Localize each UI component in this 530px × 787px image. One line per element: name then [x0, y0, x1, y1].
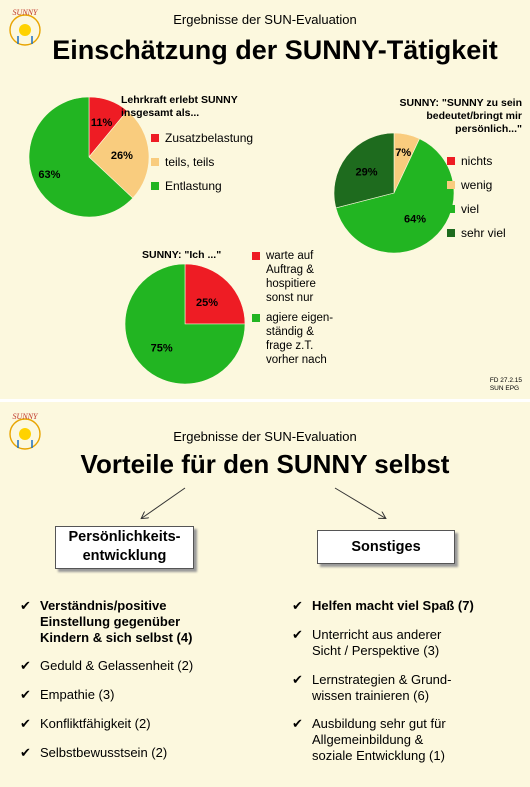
slide-vorteile: SUNNY Ergebnisse der SUN-Evaluation Vort…	[0, 402, 530, 787]
check-icon: ✔	[292, 672, 303, 687]
list-item-text: wissen trainieren (6)	[312, 688, 430, 703]
logo-text: SUNNY	[13, 8, 39, 17]
check-icon: ✔	[292, 598, 303, 613]
list-item-text: Sicht / Perspektive (3)	[312, 643, 440, 658]
legend-item: warte auf Auftrag & hospitiere sonst nur	[252, 249, 333, 305]
logo-text: SUNNY	[13, 412, 39, 421]
sunny-logo: SUNNY	[9, 8, 41, 46]
legend-item: wenig	[447, 178, 506, 193]
slide2-title: Vorteile für den SUNNY selbst	[80, 449, 450, 479]
pie-slice-label: 25%	[196, 297, 218, 309]
legend-item: teils, teils	[151, 155, 253, 170]
chart1-title: Lehrkraft erlebt SUNNY insgesamt als...	[121, 94, 238, 119]
check-icon: ✔	[20, 716, 31, 731]
check-icon: ✔	[292, 627, 303, 642]
list-item: ✔ Empathie (3)	[20, 687, 260, 703]
legend-item: nichts	[447, 154, 506, 169]
pie-charts: 11% 26% 63% 7% 64% 29% 25% 75%	[28, 96, 455, 385]
legend-item: sehr viel	[447, 226, 506, 241]
chart2-title: SUNNY: "SUNNY zu sein bedeutet/bringt mi…	[399, 97, 522, 135]
legend-item: Entlastung	[151, 179, 253, 194]
list-item-text: Einstellung gegenüber	[40, 614, 181, 629]
slide2-subtitle: Ergebnisse der SUN-Evaluation	[173, 429, 357, 444]
pie-slice-label: 64%	[404, 213, 426, 225]
check-icon: ✔	[292, 716, 303, 731]
pie-slice	[124, 263, 246, 385]
legend-swatch	[447, 205, 455, 213]
legend-item: agiere eigen-ständig & frage z.T. vorher n…	[252, 311, 333, 367]
list-item-text: soziale Entwicklung (1)	[312, 748, 445, 763]
legend-swatch	[447, 229, 455, 237]
slide1-title: Einschätzung der SUNNY-Tätigkeit	[52, 35, 498, 65]
list-item-text: Allgemeinbildung &	[312, 732, 424, 747]
pie-chart-persoenlich: 7% 64% 29%	[333, 132, 455, 254]
chart3-title: SUNNY: "Ich ..."	[142, 249, 222, 261]
pie-slice-label: 26%	[111, 150, 133, 162]
box-sonstiges: Sonstiges	[317, 530, 455, 564]
legend-swatch	[151, 158, 159, 166]
pie-slice-label: 75%	[151, 342, 173, 354]
list-item: ✔ Lernstrategien & Grund-wissen trainiere…	[292, 672, 527, 704]
check-icon: ✔	[20, 687, 31, 702]
legend-swatch	[151, 134, 159, 142]
pie-slice	[184, 263, 246, 325]
legend-item: viel	[447, 202, 506, 217]
chart1-legend: Zusatzbelastung teils, teils Entlastung	[151, 131, 253, 203]
check-icon: ✔	[20, 598, 31, 613]
list-item: ✔ Helfen macht viel Spaß (7)	[292, 598, 527, 614]
slide1-footer: FD 27.2.15 SUN EPG	[489, 377, 522, 392]
list-item: ✔ Konfliktfähigkeit (2)	[20, 716, 260, 732]
legend-swatch	[252, 314, 260, 322]
list-item: ✔ Geduld & Gelassenheit (2)	[20, 658, 260, 674]
legend-swatch	[252, 252, 260, 260]
slide1-subtitle: Ergebnisse der SUN-Evaluation	[173, 12, 357, 27]
pie-slice	[28, 96, 134, 218]
pie-slice-label: 7%	[395, 147, 411, 159]
pie-chart-lehrkraft: 11% 26% 63%	[28, 96, 150, 218]
chart3-legend: warte auf Auftrag & hospitiere sonst nur ag…	[252, 249, 333, 376]
slide-einschaetzung: SUNNY Ergebnisse der SUN-Evaluation Eins…	[0, 0, 530, 399]
list-item: ✔ Unterricht aus anderer Sicht / Perspekti…	[292, 627, 527, 659]
pie-slice	[88, 110, 150, 199]
arrow-right	[334, 487, 385, 518]
list-persoenlichkeit: ✔ Verständnis/positive Einstellung gegenüb…	[20, 598, 260, 761]
list-item-text: Verständnis/positive	[40, 598, 167, 613]
list-item-text: Empathie (3)	[40, 687, 115, 702]
list-item: ✔ Verständnis/positive Einstellung gegenüb…	[20, 598, 260, 646]
chart2-legend: nichts wenig viel sehr viel	[447, 154, 506, 250]
pie-slice	[333, 132, 395, 209]
list-item: ✔ Ausbildung sehr gut für Allgemeinbildung…	[292, 716, 527, 764]
list-item-text: Konfliktfähigkeit (2)	[40, 716, 151, 731]
pie-slice	[335, 138, 455, 254]
list-item-text: Lernstrategien & Grund-	[312, 672, 452, 687]
box-persoenlichkeitsentwicklung: Persönlichkeits- entwicklung	[55, 526, 194, 569]
list-item: ✔ Selbstbewusstsein (2)	[20, 745, 260, 761]
legend-swatch	[447, 181, 455, 189]
check-icon: ✔	[20, 745, 31, 760]
list-item-text: Helfen macht viel Spaß (7)	[312, 598, 474, 613]
sunny-logo: SUNNY	[9, 412, 41, 450]
legend-swatch	[151, 182, 159, 190]
pie-chart-ich: 25% 75%	[124, 263, 246, 385]
arrows	[0, 487, 530, 532]
list-item-text: Kindern & sich selbst (4)	[40, 630, 193, 645]
list-item-text: Geduld & Gelassenheit (2)	[40, 658, 194, 673]
list-item-text: Unterricht aus anderer	[312, 627, 442, 642]
list-item-text: Ausbildung sehr gut für	[312, 716, 446, 731]
pie-slice-label: 29%	[355, 167, 377, 179]
pie-slice-label: 63%	[38, 169, 60, 181]
list-item-text: Selbstbewusstsein (2)	[40, 745, 168, 760]
list-sonstiges: ✔ Helfen macht viel Spaß (7) ✔ Unterricht a…	[292, 598, 527, 764]
arrow-left	[142, 487, 186, 518]
legend-swatch	[447, 157, 455, 165]
pie-slice-label: 11%	[91, 117, 113, 129]
check-icon: ✔	[20, 658, 31, 673]
legend-item: Zusatzbelastung	[151, 131, 253, 146]
